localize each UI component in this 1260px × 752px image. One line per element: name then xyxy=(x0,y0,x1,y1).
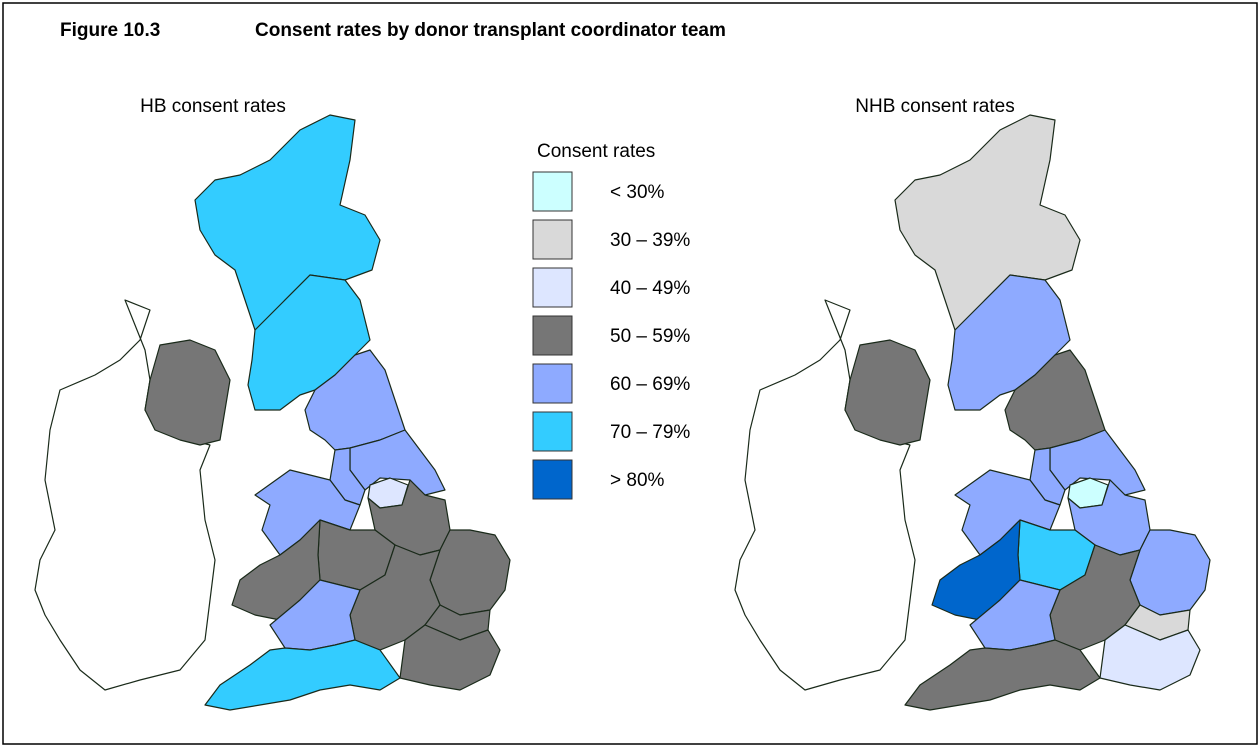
figure-number: Figure 10.3 xyxy=(60,20,160,41)
legend: < 30% 30 – 39% 40 – 49% 50 – 59% 60 – 69% 70 … xyxy=(532,171,690,500)
legend-swatch xyxy=(532,315,573,356)
map-region xyxy=(144,339,231,446)
legend-label: > 80% xyxy=(610,470,665,491)
legend-label: < 30% xyxy=(610,182,665,203)
legend-label: 70 – 79% xyxy=(610,422,690,443)
legend-swatch xyxy=(532,459,573,500)
legend-swatch xyxy=(532,411,573,452)
legend-label: 50 – 59% xyxy=(610,326,690,347)
legend-label: 60 – 69% xyxy=(610,374,690,395)
legend-title: Consent rates xyxy=(537,141,655,162)
legend-swatch xyxy=(532,267,573,308)
legend-swatch xyxy=(532,219,573,260)
legend-label: 30 – 39% xyxy=(610,230,690,251)
legend-swatch xyxy=(532,171,573,212)
legend-swatch xyxy=(532,363,573,404)
legend-label: 40 – 49% xyxy=(610,278,690,299)
map-title: HB consent rates xyxy=(140,96,286,117)
map-region xyxy=(844,339,931,446)
map-title: NHB consent rates xyxy=(855,96,1014,117)
figure-title: Consent rates by donor transplant coordi… xyxy=(255,20,726,41)
